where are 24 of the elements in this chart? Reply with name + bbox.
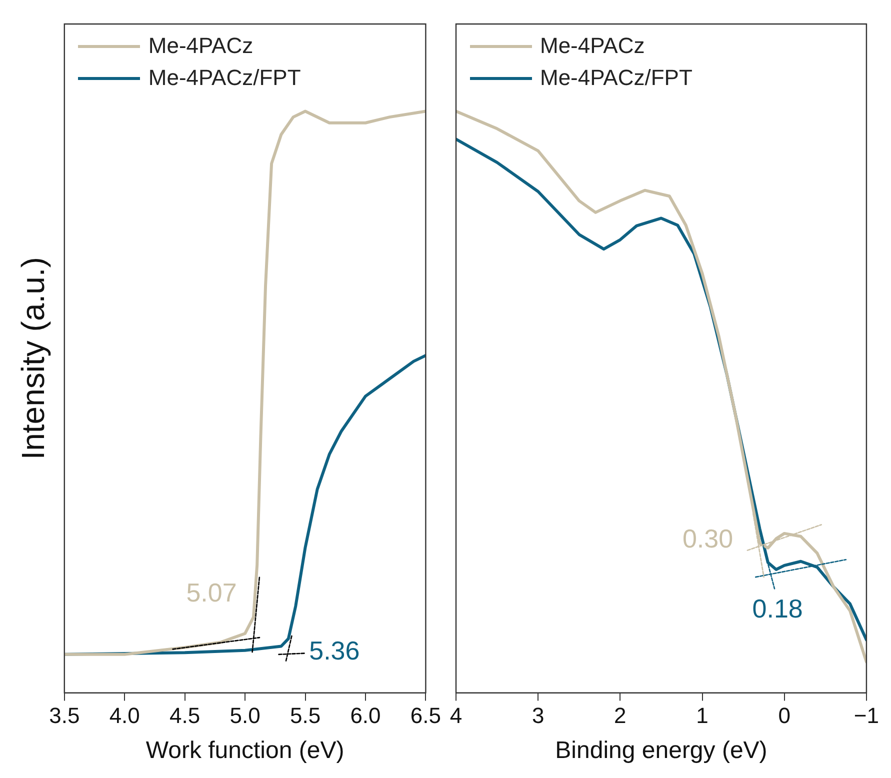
x-tick-label: 4.5 bbox=[170, 703, 200, 728]
annotation: 5.07 bbox=[186, 577, 237, 608]
x-tick-label: 6.5 bbox=[410, 703, 442, 728]
legend-label: Me-4PACz bbox=[148, 32, 254, 60]
x-tick-label: 3 bbox=[532, 703, 544, 728]
legend-label: Me-4PACz bbox=[540, 32, 645, 60]
x-tick-label: 0 bbox=[778, 703, 790, 728]
legend-label: Me-4PACz/FPT bbox=[540, 64, 692, 92]
annotation: 5.36 bbox=[309, 636, 360, 666]
x-axis-title: Binding energy (eV) bbox=[555, 737, 768, 764]
x-tick-label: 3.5 bbox=[49, 703, 80, 728]
x-tick-label: 4 bbox=[450, 703, 462, 728]
x-tick-label: 4.0 bbox=[109, 703, 140, 728]
x-axis-title: Work function (eV) bbox=[146, 737, 344, 764]
x-tick-label: 6.0 bbox=[350, 703, 381, 728]
annotation: 0.30 bbox=[682, 523, 734, 554]
x-tick-label: −1 bbox=[854, 703, 880, 728]
legend-label: Me-4PACz/FPT bbox=[148, 64, 301, 92]
x-tick-label: 5.5 bbox=[290, 703, 321, 728]
y-axis-title: Intensity (a.u.) bbox=[15, 257, 52, 460]
x-tick-label: 1 bbox=[696, 703, 708, 728]
annotation: 0.18 bbox=[752, 593, 803, 624]
x-tick-label: 2 bbox=[614, 703, 626, 728]
x-tick-label: 5.0 bbox=[230, 703, 260, 728]
